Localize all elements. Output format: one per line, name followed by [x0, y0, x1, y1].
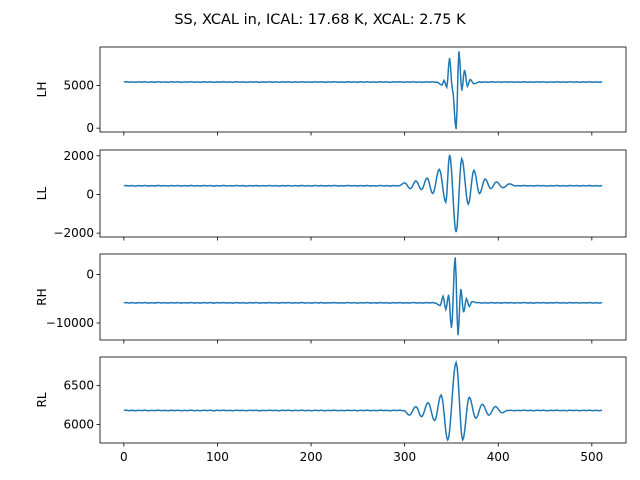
- y-tick-label: 2000: [63, 149, 94, 163]
- x-tick-label: 100: [206, 450, 229, 464]
- series-line-rh: [123, 257, 603, 336]
- x-tick-label: 200: [300, 450, 323, 464]
- subplot-stack: 0 5000 LH −2000 0 2000 LL −10000 0 RH 6000 6500 0 100…: [35, 46, 627, 464]
- y-tick-label: 6000: [63, 417, 94, 431]
- y-axis-label: RL: [35, 392, 49, 407]
- series-line-lh: [123, 51, 603, 130]
- chart-title: SS, XCAL in, ICAL: 17.68 K, XCAL: 2.75 K: [174, 12, 466, 28]
- axes-frame: [99, 356, 627, 444]
- y-tick-label: 0: [86, 121, 94, 135]
- axes-frame: [99, 46, 627, 133]
- axes-frame: [99, 253, 627, 341]
- y-tick-label: 0: [86, 267, 94, 281]
- panel-lh: 0 5000 LH: [35, 46, 627, 136]
- series-line-ll: [123, 154, 603, 233]
- x-tick-label: 300: [393, 450, 416, 464]
- x-tick-label: 400: [487, 450, 510, 464]
- y-tick-label: 0: [86, 187, 94, 201]
- series-line-rl: [123, 359, 603, 443]
- x-tick-label: 0: [120, 450, 128, 464]
- panel-rl: 6000 6500 0 100 200 300 400 500 RL: [35, 356, 627, 464]
- axes-frame: [99, 149, 627, 238]
- panel-ll: −2000 0 2000 LL: [35, 149, 627, 241]
- y-tick-label: 6500: [63, 379, 94, 393]
- panel-rh: −10000 0 RH: [35, 253, 627, 344]
- y-axis-label: LL: [35, 187, 49, 201]
- x-tick-label: 500: [580, 450, 603, 464]
- y-axis-label: RH: [35, 288, 49, 305]
- y-tick-label: 5000: [63, 78, 94, 92]
- y-tick-label: −10000: [46, 316, 94, 330]
- y-tick-label: −2000: [53, 226, 94, 240]
- y-axis-label: LH: [35, 82, 49, 98]
